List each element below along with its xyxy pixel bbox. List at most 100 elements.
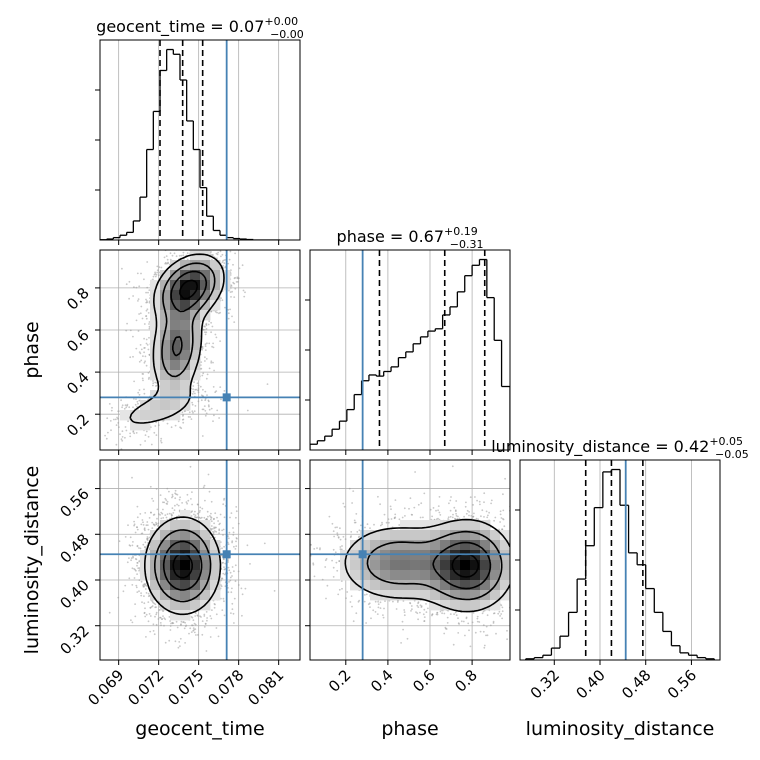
sample-point (152, 500, 155, 502)
density-bin (460, 540, 471, 551)
sample-point (143, 361, 146, 364)
sample-point (136, 562, 139, 564)
sample-point (222, 503, 225, 506)
sample-point (145, 524, 148, 527)
sample-point (196, 516, 199, 519)
sample-point (520, 512, 522, 514)
sample-point (215, 336, 218, 339)
sample-point (191, 624, 194, 627)
sample-point (517, 538, 519, 540)
sample-point (221, 609, 224, 611)
density-bin (380, 560, 391, 571)
density-bin (170, 370, 181, 381)
density-bin (450, 520, 461, 531)
density-bin (160, 290, 171, 301)
sample-point (188, 411, 191, 414)
sample-point (452, 691, 454, 693)
density-bin (170, 600, 181, 611)
sample-point (168, 490, 170, 493)
sample-point (212, 361, 214, 364)
sample-point (355, 513, 358, 515)
sample-point (351, 502, 353, 504)
sample-point (148, 323, 150, 325)
sample-point (136, 505, 139, 508)
density-bin (160, 540, 171, 551)
sample-point (190, 498, 192, 500)
density-bin (490, 530, 501, 541)
sample-point (360, 524, 362, 527)
sample-point (203, 613, 206, 616)
sample-point (210, 528, 213, 531)
sample-point (161, 512, 164, 515)
density-bin (180, 550, 191, 561)
sample-point (415, 611, 417, 613)
density-bin (480, 540, 491, 551)
sample-point (163, 617, 166, 619)
sample-point (121, 430, 124, 433)
sample-point (145, 592, 148, 594)
sample-point (515, 576, 517, 578)
sample-point (197, 387, 200, 390)
sample-point (332, 530, 335, 533)
sample-point (143, 278, 145, 281)
sample-point (187, 499, 190, 502)
sample-point (218, 532, 221, 535)
sample-point (499, 513, 502, 516)
sample-point (369, 527, 371, 529)
sample-point (182, 251, 185, 254)
sample-point (501, 606, 504, 609)
sample-point (204, 409, 207, 412)
sample-point (225, 246, 227, 248)
sample-point (417, 503, 420, 506)
sample-point (119, 433, 121, 436)
density-bin (440, 520, 451, 531)
sample-point (222, 259, 225, 262)
sample-point (506, 638, 508, 641)
sample-point (129, 432, 132, 435)
sample-point (237, 281, 239, 283)
sample-point (451, 516, 454, 519)
sample-point (523, 541, 525, 543)
sample-point (481, 509, 484, 512)
sample-point (184, 625, 187, 628)
joint-panel-geocent_time-luminosity_distance (100, 460, 300, 660)
sample-point (525, 577, 527, 579)
density-bin (390, 570, 401, 581)
sample-point (427, 607, 429, 610)
sample-point (153, 431, 156, 434)
sample-point (215, 390, 218, 392)
sample-point (215, 627, 218, 629)
sample-point (419, 611, 421, 614)
density-bin (160, 350, 171, 361)
sample-point (511, 526, 513, 528)
sample-point (144, 440, 147, 442)
sample-point (227, 308, 230, 311)
sample-point (513, 544, 515, 546)
density-bin (430, 600, 441, 611)
sample-point (219, 386, 222, 388)
sample-point (506, 629, 508, 632)
sample-point (199, 385, 202, 388)
sample-point (114, 418, 117, 421)
sample-point (221, 547, 223, 550)
sample-point (180, 624, 182, 626)
density-bin (430, 540, 441, 551)
sample-point (194, 392, 196, 395)
sample-point (210, 516, 212, 518)
sample-point (339, 538, 342, 541)
sample-point (336, 569, 339, 572)
x-tick-label: 0.075 (164, 666, 207, 709)
sample-point (325, 597, 327, 600)
sample-point (154, 273, 157, 275)
sample-point (157, 618, 160, 620)
sample-point (156, 271, 159, 274)
x-tick-label: 0.081 (244, 666, 287, 709)
density-bin (140, 420, 151, 431)
sample-point (199, 517, 202, 520)
sample-point (334, 551, 337, 554)
density-bin (190, 600, 201, 611)
sample-point (194, 514, 197, 517)
sample-point (171, 507, 174, 510)
sample-point (165, 255, 168, 257)
sample-point (141, 532, 144, 535)
